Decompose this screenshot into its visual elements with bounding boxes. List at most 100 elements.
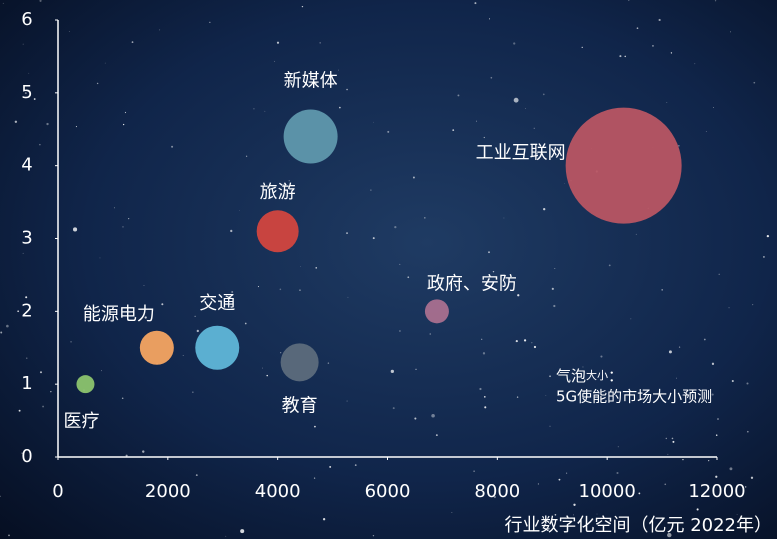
star xyxy=(387,131,389,133)
star xyxy=(543,94,545,96)
star xyxy=(662,289,663,290)
star xyxy=(525,108,526,109)
star xyxy=(484,406,486,408)
star xyxy=(240,529,244,533)
star xyxy=(679,347,680,348)
star xyxy=(716,434,718,436)
star xyxy=(534,128,535,129)
star xyxy=(209,22,210,23)
star xyxy=(491,77,493,79)
star xyxy=(414,418,416,420)
size-note-small: 大小 xyxy=(586,368,608,382)
star xyxy=(549,375,551,377)
star xyxy=(264,111,265,112)
star xyxy=(476,121,477,122)
star xyxy=(717,418,718,419)
star xyxy=(101,370,102,371)
star xyxy=(538,483,539,484)
star xyxy=(730,467,733,470)
y-tick-label: 3 xyxy=(21,228,32,249)
star xyxy=(493,271,494,272)
star xyxy=(105,63,106,64)
star xyxy=(697,508,699,510)
star xyxy=(355,464,357,466)
star xyxy=(767,235,769,237)
star xyxy=(550,426,551,427)
star xyxy=(6,325,9,328)
star xyxy=(554,268,555,269)
star xyxy=(370,189,371,190)
star xyxy=(559,479,561,481)
star xyxy=(8,535,10,537)
star xyxy=(407,276,409,278)
star xyxy=(159,30,160,31)
star xyxy=(616,472,618,474)
star xyxy=(15,121,17,123)
star xyxy=(132,41,134,43)
star xyxy=(753,82,755,84)
x-tick-label: 8000 xyxy=(474,481,520,502)
star xyxy=(659,19,661,21)
star xyxy=(28,73,29,74)
bubble xyxy=(140,331,174,365)
star xyxy=(708,460,709,461)
star xyxy=(394,226,396,228)
star xyxy=(348,297,349,298)
star xyxy=(706,131,707,132)
star xyxy=(573,504,575,506)
star xyxy=(695,64,696,65)
star xyxy=(763,256,765,258)
size-note-text: 5G使能的市场大小预测 xyxy=(556,388,712,406)
star xyxy=(34,98,36,100)
star xyxy=(196,474,198,476)
x-tick-label: 4000 xyxy=(255,481,301,502)
size-note-label: 气泡 xyxy=(556,367,586,385)
x-tick-label: 0 xyxy=(52,481,63,502)
star xyxy=(484,396,486,398)
star xyxy=(40,371,42,373)
star xyxy=(373,237,375,239)
star xyxy=(0,332,2,334)
x-axis-label: 行业数字化空间（亿元 2022年） xyxy=(504,515,772,536)
y-tick-label: 5 xyxy=(21,82,32,103)
star xyxy=(746,382,748,384)
star xyxy=(719,274,720,275)
star xyxy=(183,355,184,356)
star xyxy=(667,454,668,455)
star xyxy=(246,156,247,157)
star xyxy=(524,339,526,341)
star xyxy=(483,352,485,354)
star xyxy=(752,304,753,305)
star xyxy=(128,218,129,219)
star xyxy=(413,177,415,179)
star xyxy=(553,305,555,307)
star xyxy=(669,350,672,353)
star xyxy=(122,398,124,400)
star xyxy=(195,316,196,317)
star xyxy=(3,3,4,4)
star xyxy=(254,108,255,109)
star xyxy=(69,31,70,32)
star xyxy=(636,234,637,235)
x-tick-label: 6000 xyxy=(365,481,411,502)
star xyxy=(339,107,341,109)
x-tick-label: 12000 xyxy=(688,481,745,502)
star xyxy=(225,536,226,537)
star xyxy=(729,307,730,308)
star xyxy=(531,342,532,343)
page: 行业数字化空间（亿元 2022年） 气泡大小： 5G使能的市场大小预测 0123… xyxy=(0,0,777,539)
star xyxy=(582,47,583,48)
bubble xyxy=(566,108,682,224)
star xyxy=(732,380,734,382)
star xyxy=(393,407,395,409)
star xyxy=(666,102,667,103)
star xyxy=(315,267,317,269)
star xyxy=(144,285,145,286)
y-tick-label: 1 xyxy=(21,373,32,394)
star xyxy=(338,70,339,71)
star xyxy=(513,42,515,44)
star xyxy=(479,388,481,390)
star xyxy=(481,339,482,340)
star xyxy=(415,369,416,370)
star xyxy=(552,288,554,290)
